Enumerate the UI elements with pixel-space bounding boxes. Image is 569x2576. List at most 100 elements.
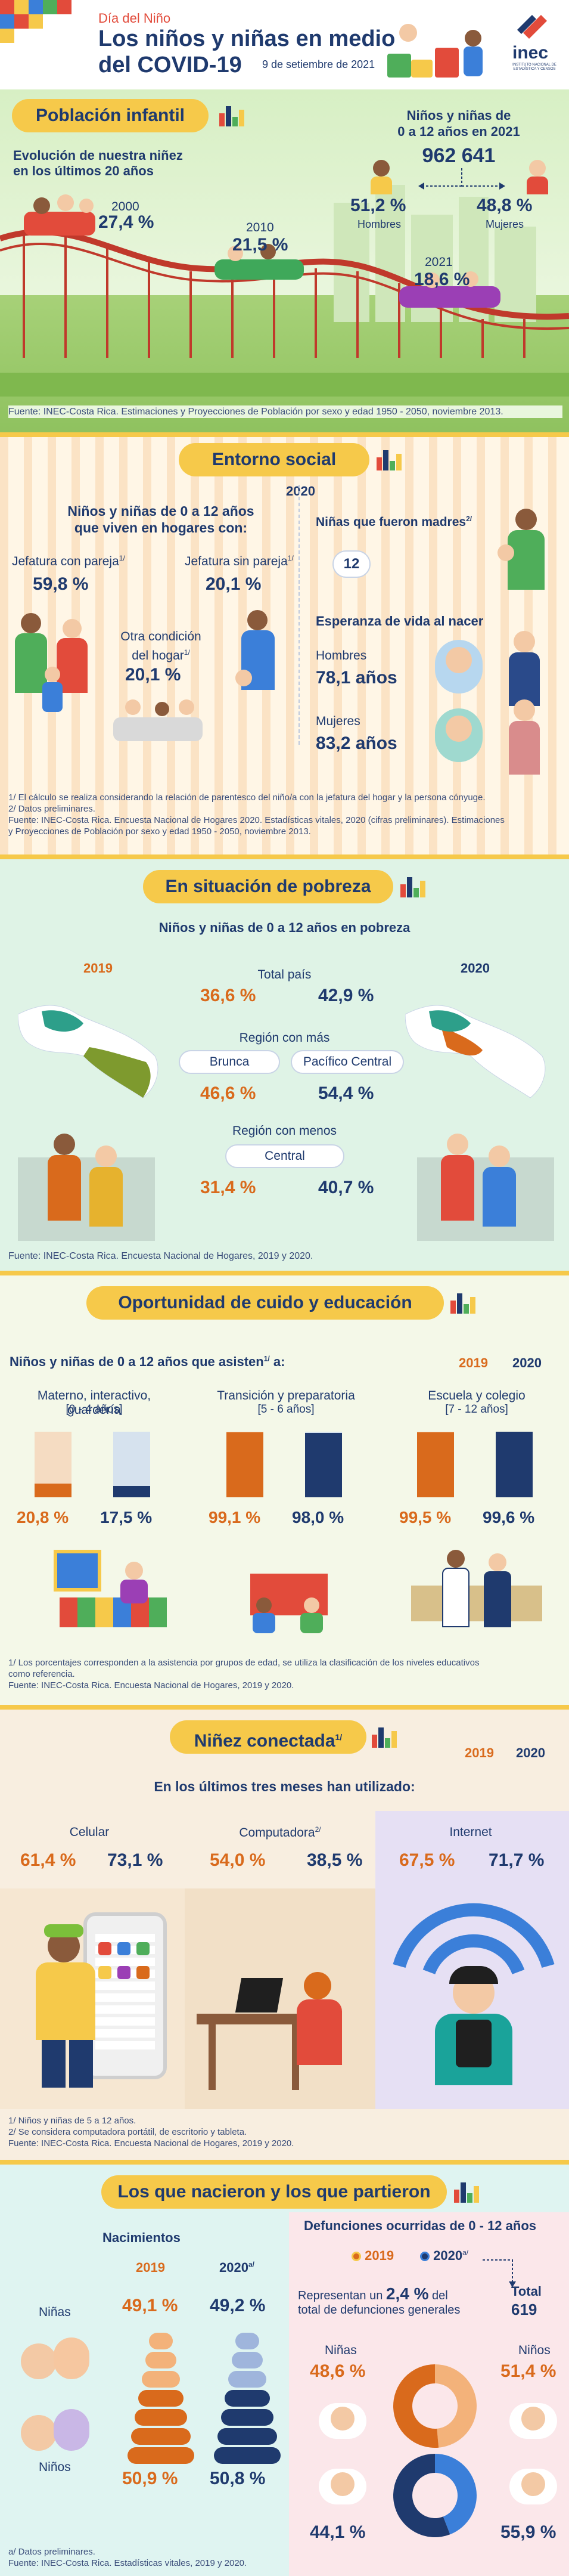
- esperanza-mujeres-label: Mujeres: [316, 714, 360, 728]
- entorno-notes: 1/ El cálculo se realiza considerando la…: [8, 792, 562, 837]
- represent-pct: 2,4 %: [385, 2284, 429, 2303]
- angel-girl-2019: [316, 2397, 369, 2445]
- stack-ring: [217, 2428, 277, 2445]
- region-mas-2020-name: Pacífico Central: [291, 1050, 404, 1074]
- region-menos-label: Región con menos: [232, 1124, 337, 1138]
- attendance-bar-2020: [113, 1432, 150, 1497]
- jefatura-sin-label: Jefatura sin pareja1/: [185, 554, 294, 569]
- header-title-line2: del COVID-19: [98, 52, 242, 78]
- bar-chart-icon: [219, 103, 245, 126]
- stack-ring: [149, 2333, 173, 2349]
- stack-ring: [228, 2371, 266, 2388]
- def-ninas-2019: 48,6 %: [310, 2361, 366, 2381]
- total-pais-2020: 42,9 %: [318, 986, 374, 1005]
- daycare-illustration: [54, 1550, 173, 1627]
- total-title-l2: 0 a 12 años en 2021: [397, 124, 520, 139]
- nacieron-note-1: a/ Datos preliminares.: [8, 2547, 95, 2557]
- entorno-note-3: Fuente: INEC-Costa Rica. Encuesta Nacion…: [8, 815, 505, 825]
- conectada-subtitle: En los últimos tres meses han utilizado:: [154, 1779, 415, 1794]
- total-pais-2019: 36,6 %: [200, 986, 256, 1005]
- ring-stack-2020: [212, 2324, 283, 2467]
- mujeres-label: Mujeres: [486, 218, 524, 230]
- computadora-2020: 38,5 %: [307, 1850, 363, 1870]
- hombres-pct: 51,2 %: [350, 196, 406, 215]
- stack-ring: [131, 2428, 191, 2445]
- represent-text: Representan un 2,4 % del total de defunc…: [298, 2284, 460, 2317]
- entorno-note-2: 2/ Datos preliminares.: [8, 804, 95, 814]
- school-kids-illustration: [238, 1556, 340, 1633]
- ninos-label: Niños: [39, 2460, 71, 2474]
- coaster-car-2021: [399, 271, 500, 308]
- celular-2019: 61,4 %: [20, 1850, 76, 1870]
- bar-chart-icon: [454, 2179, 480, 2203]
- educacion-subtitle-text: Niños y niñas de 0 a 12 años que asisten: [10, 1354, 264, 1369]
- poblacion-section: Población infantil Evolución de nuestra …: [0, 89, 569, 432]
- legend-2019: 2019: [352, 2248, 394, 2264]
- stack-ring: [235, 2333, 259, 2349]
- stack-ring: [232, 2352, 263, 2368]
- attendance-value-2019: 99,1 %: [209, 1508, 261, 1527]
- pobreza-source: Fuente: INEC-Costa Rica. Encuesta Nacion…: [8, 1251, 313, 1261]
- people-illustration-right: [417, 1122, 554, 1241]
- education-group-label: Materno, interactivo, guardería: [37, 1389, 151, 1417]
- inec-logo-subtext: INSTITUTO NACIONAL DE ESTADÍSTICA Y CENS…: [512, 63, 556, 71]
- baby-girl-icon: [435, 708, 483, 762]
- panel-computadora: [185, 1888, 375, 2109]
- education-group-label: Escuela y colegio: [428, 1389, 526, 1402]
- education-group-age: [5 - 6 años]: [257, 1403, 315, 1416]
- conectada-note-3: Fuente: INEC-Costa Rica. Encuesta Nacion…: [8, 2138, 294, 2148]
- mujeres-pct: 48,8 %: [477, 196, 533, 215]
- madres-sup: 2/: [466, 515, 472, 523]
- total-value: 619: [511, 2301, 537, 2318]
- donut-2020-slice-ninos: [393, 2454, 450, 2537]
- donut-2019-slice-ninas: [435, 2364, 477, 2448]
- educacion-banner-text: Oportunidad de cuido y educación: [118, 1293, 412, 1312]
- header-title-line1: Los niños y niñas en medio: [98, 26, 396, 51]
- conectada-year-2019: 2019: [465, 1745, 494, 1760]
- internet-illustration: [387, 1900, 560, 2097]
- jefatura-sin-value: 20,1 %: [206, 574, 262, 594]
- represent-l1-a: Representan un: [298, 2289, 386, 2302]
- education-group-label: Transición y preparatoria: [217, 1389, 355, 1402]
- represent-l1-b: del: [428, 2289, 448, 2302]
- otra-sup: 1/: [184, 648, 190, 657]
- defunciones-panel: [289, 2212, 569, 2576]
- family-illustration-2: [235, 610, 283, 711]
- region-menos-name: Central: [225, 1144, 344, 1168]
- attendance-value-2019: 99,5 %: [399, 1508, 452, 1527]
- boy-icon: [368, 160, 394, 196]
- stack-ring: [142, 2371, 180, 2388]
- educacion-note-2: como referencia.: [8, 1669, 75, 1679]
- education-group-2: Transición y preparatoria [5 - 6 años] 99,…: [203, 1389, 369, 1538]
- attendance-bar-2020: [305, 1432, 342, 1497]
- ninos-2020: 50,8 %: [210, 2469, 266, 2488]
- region-mas-2020: 54,4 %: [318, 1083, 374, 1103]
- legend-2019-swatch: [352, 2252, 361, 2262]
- attendance-bar-2020: [496, 1432, 533, 1497]
- madres-label-text: Niñas que fueron madres: [316, 515, 467, 529]
- entorno-section: Entorno social 2020 Niños y niñas de 0 a…: [0, 437, 569, 854]
- angel-boy-2020: [506, 2463, 560, 2510]
- attendance-value-2020: 17,5 %: [100, 1508, 153, 1527]
- otra-label: Otra condición del hogar1/: [113, 629, 209, 664]
- bar-chart-icon: [450, 1290, 477, 1314]
- year-2021: 2021: [425, 255, 453, 269]
- entorno-year: 2020: [286, 484, 315, 499]
- hombres-label: Hombres: [357, 218, 402, 230]
- evolution-title-l1: Evolución de nuestra niñez: [13, 148, 183, 163]
- entorno-banner: Entorno social: [179, 443, 369, 476]
- educacion-year-2020: 2020: [512, 1355, 542, 1370]
- educacion-section: Oportunidad de cuido y educación Niños y…: [0, 1275, 569, 1705]
- legend-2019-text: 2019: [365, 2248, 394, 2263]
- costa-rica-map-2019: [18, 1005, 158, 1098]
- hogares-title-l2: que viven en hogares con:: [74, 520, 248, 535]
- total-pais-label: Total país: [257, 968, 312, 982]
- separator: [0, 1705, 569, 1710]
- jefatura-pareja-value: 59,8 %: [33, 574, 89, 594]
- education-group-3: Escuela y colegio [7 - 12 años] 99,5 % 99,6…: [393, 1389, 560, 1538]
- inec-logo-text: inec: [512, 43, 549, 63]
- poblacion-source: Fuente: INEC-Costa Rica. Estimaciones y …: [8, 405, 562, 418]
- attendance-bar-2020-fill: [305, 1433, 342, 1497]
- educacion-banner: Oportunidad de cuido y educación: [86, 1286, 444, 1320]
- educacion-subtitle: Niños y niñas de 0 a 12 años que asisten…: [10, 1354, 285, 1370]
